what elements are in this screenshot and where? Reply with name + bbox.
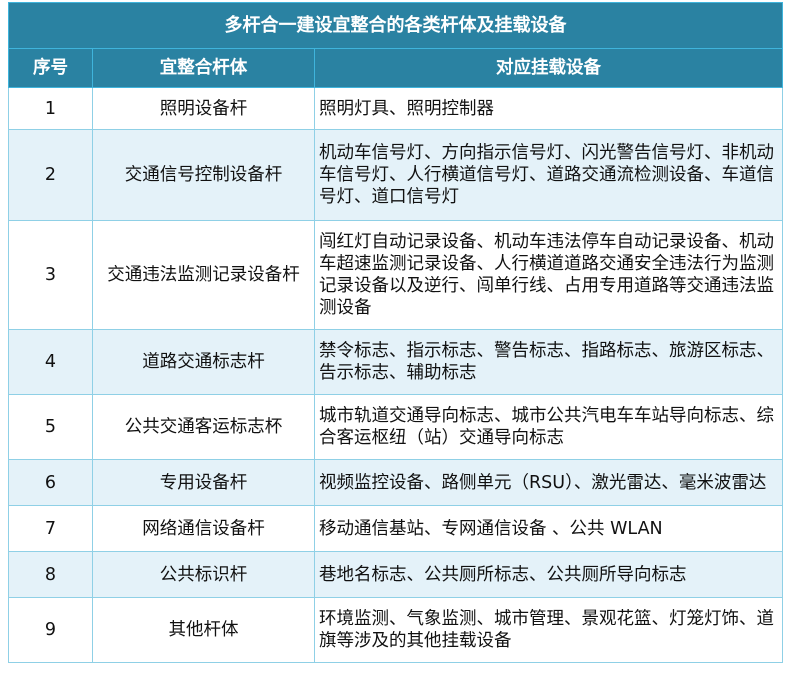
table-row: 7 网络通信设备杆 移动通信基站、专网通信设备 、公共 WLAN: [8, 505, 783, 552]
table-row: 4 道路交通标志杆 禁令标志、指示标志、警告标志、指路标志、旅游区标志、告示标志、辅…: [8, 329, 783, 395]
header-pole: 宜整合杆体: [92, 48, 315, 88]
row-equipment: 移动通信基站、专网通信设备 、公共 WLAN: [314, 505, 783, 552]
row-equipment: 照明灯具、照明控制器: [314, 87, 783, 130]
row-pole: 网络通信设备杆: [92, 505, 315, 552]
row-pole: 公共标识杆: [92, 551, 315, 598]
row-number: 5: [8, 394, 93, 460]
table-row: 5 公共交通客运标志杯 城市轨道交通导向标志、城市公共汽电车车站导向标志、综合客运枢…: [8, 394, 783, 460]
row-pole: 照明设备杆: [92, 87, 315, 130]
row-pole: 交通信号控制设备杆: [92, 129, 315, 221]
header-equipment: 对应挂载设备: [314, 48, 783, 88]
row-equipment: 禁令标志、指示标志、警告标志、指路标志、旅游区标志、告示标志、辅助标志: [314, 329, 783, 395]
table-row: 6 专用设备杆 视频监控设备、路侧单元（RSU）、激光雷达、毫米波雷达: [8, 459, 783, 506]
row-number: 1: [8, 87, 93, 130]
row-equipment: 视频监控设备、路侧单元（RSU）、激光雷达、毫米波雷达: [314, 459, 783, 506]
header-no: 序号: [8, 48, 93, 88]
row-number: 2: [8, 129, 93, 221]
table-row: 3 交通违法监测记录设备杆 闯红灯自动记录设备、机动车违法停车自动记录设备、机动车超…: [8, 220, 783, 330]
row-number: 7: [8, 505, 93, 552]
row-pole: 其他杆体: [92, 597, 315, 663]
table-title: 多杆合一建设宜整合的各类杆体及挂载设备: [8, 2, 783, 49]
row-number: 3: [8, 220, 93, 330]
table-row: 8 公共标识杆 巷地名标志、公共厕所标志、公共厕所导向标志: [8, 551, 783, 598]
row-equipment: 环境监测、气象监测、城市管理、景观花篮、灯笼灯饰、道旗等涉及的其他挂载设备: [314, 597, 783, 663]
row-equipment: 机动车信号灯、方向指示信号灯、闪光警告信号灯、非机动车信号灯、人行横道信号灯、道…: [314, 129, 783, 221]
row-pole: 公共交通客运标志杯: [92, 394, 315, 460]
row-number: 9: [8, 597, 93, 663]
row-pole: 道路交通标志杆: [92, 329, 315, 395]
row-equipment: 巷地名标志、公共厕所标志、公共厕所导向标志: [314, 551, 783, 598]
row-number: 4: [8, 329, 93, 395]
table-row: 9 其他杆体 环境监测、气象监测、城市管理、景观花篮、灯笼灯饰、道旗等涉及的其他挂载…: [8, 597, 783, 663]
row-equipment: 闯红灯自动记录设备、机动车违法停车自动记录设备、机动车超速监测记录设备、人行横道…: [314, 220, 783, 330]
table-row: 2 交通信号控制设备杆 机动车信号灯、方向指示信号灯、闪光警告信号灯、非机动车信号灯…: [8, 129, 783, 221]
row-pole: 专用设备杆: [92, 459, 315, 506]
equipment-table: 多杆合一建设宜整合的各类杆体及挂载设备 序号 宜整合杆体 对应挂载设备 1 照明设…: [8, 2, 783, 663]
row-number: 6: [8, 459, 93, 506]
row-number: 8: [8, 551, 93, 598]
row-equipment: 城市轨道交通导向标志、城市公共汽电车车站导向标志、综合客运枢纽（站）交通导向标志: [314, 394, 783, 460]
table-row: 1 照明设备杆 照明灯具、照明控制器: [8, 87, 783, 130]
row-pole: 交通违法监测记录设备杆: [92, 220, 315, 330]
